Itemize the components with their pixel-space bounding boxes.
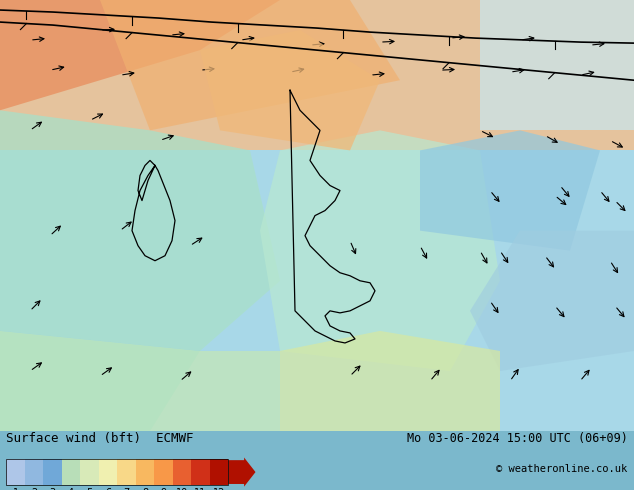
Text: 1: 1 xyxy=(13,488,18,490)
Text: © weatheronline.co.uk: © weatheronline.co.uk xyxy=(496,464,628,473)
Polygon shape xyxy=(200,30,380,150)
Text: 7: 7 xyxy=(124,488,130,490)
Text: Surface wind (bft)  ECMWF: Surface wind (bft) ECMWF xyxy=(6,432,194,445)
Bar xyxy=(61,459,81,485)
Text: Mo 03-06-2024 15:00 UTC (06+09): Mo 03-06-2024 15:00 UTC (06+09) xyxy=(407,432,628,445)
Bar xyxy=(210,459,228,485)
Polygon shape xyxy=(480,0,634,130)
Polygon shape xyxy=(0,0,280,110)
Polygon shape xyxy=(0,110,280,351)
Text: 10: 10 xyxy=(176,488,188,490)
FancyArrow shape xyxy=(228,458,256,487)
Polygon shape xyxy=(260,130,500,371)
Bar xyxy=(25,459,43,485)
Bar xyxy=(172,459,191,485)
Polygon shape xyxy=(0,0,634,150)
Bar xyxy=(6,459,228,485)
Bar xyxy=(99,459,117,485)
Polygon shape xyxy=(470,231,634,371)
Polygon shape xyxy=(100,0,400,130)
Bar xyxy=(154,459,172,485)
Text: 6: 6 xyxy=(105,488,111,490)
Polygon shape xyxy=(0,331,280,431)
Text: 11: 11 xyxy=(195,488,207,490)
Bar xyxy=(136,459,154,485)
Text: 4: 4 xyxy=(68,488,74,490)
Text: 3: 3 xyxy=(49,488,56,490)
Bar xyxy=(6,459,25,485)
Bar xyxy=(191,459,210,485)
Text: 2: 2 xyxy=(31,488,37,490)
Text: 12: 12 xyxy=(213,488,225,490)
Polygon shape xyxy=(280,331,500,431)
Polygon shape xyxy=(0,331,200,431)
Bar xyxy=(81,459,99,485)
Bar xyxy=(117,459,136,485)
Text: 8: 8 xyxy=(142,488,148,490)
Text: 5: 5 xyxy=(86,488,93,490)
Polygon shape xyxy=(420,130,600,251)
Bar xyxy=(43,459,61,485)
Text: 9: 9 xyxy=(160,488,167,490)
